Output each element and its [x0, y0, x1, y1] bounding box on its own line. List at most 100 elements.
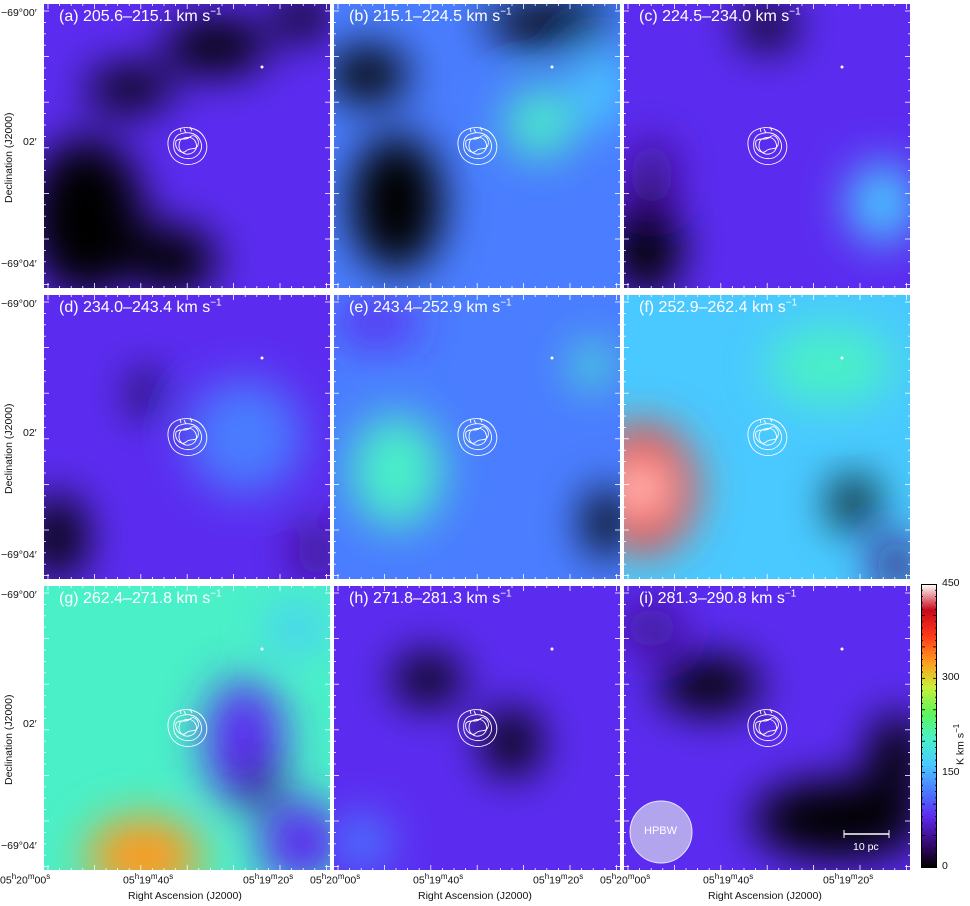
contour-line — [758, 718, 777, 737]
snr-contours — [167, 417, 208, 456]
x-tick-label-left: 05h20m00s — [0, 872, 51, 887]
emission-region — [163, 17, 268, 75]
panel-title-d: (d) 234.0–243.4 km s−1 — [59, 298, 222, 317]
contour-line — [463, 714, 493, 742]
panel-title-text: (g) 262.4–271.8 km s — [59, 590, 211, 607]
x-tick-label-right: 05h19m20s — [243, 872, 294, 887]
y-tick-label-top: −69°00′ — [1, 7, 37, 19]
panel-title-text: (f) 252.9–262.4 km s — [639, 299, 786, 316]
contour-line — [457, 127, 498, 165]
snr-contours — [167, 126, 208, 165]
panel-title-text: (i) 281.3–290.8 km s — [639, 590, 785, 607]
contour-line — [457, 709, 498, 747]
contour-line — [469, 708, 483, 716]
snr-contours — [747, 126, 788, 165]
contour-line — [457, 418, 498, 456]
emission-region — [752, 779, 911, 860]
x-tick-label-right: 05h19m20s — [533, 872, 584, 887]
snr-contours — [747, 708, 788, 747]
reference-marker — [840, 356, 844, 360]
panel-title-unit-exponent: −1 — [210, 6, 222, 18]
reference-marker — [840, 65, 844, 69]
hpbw-label: HPBW — [644, 825, 677, 837]
emission-region — [350, 134, 443, 272]
x-tick-label-right: 05h19m20s — [823, 872, 874, 887]
emission-region — [767, 325, 894, 406]
contour-line — [468, 136, 487, 155]
panel-title-c: (c) 224.5–234.0 km s−1 — [639, 7, 801, 26]
y-axis-title: Declination (J2000) — [3, 694, 15, 785]
panel-title-f: (f) 252.9–262.4 km s−1 — [639, 298, 797, 317]
hpbw-beam — [629, 800, 693, 864]
contour-line — [755, 135, 779, 153]
emission-region — [623, 605, 681, 651]
contour-line — [465, 135, 489, 153]
panel-title-text: (d) 234.0–243.4 km s — [59, 299, 211, 316]
emission-region — [273, 3, 331, 41]
contour-line — [178, 136, 197, 155]
contour-line — [747, 418, 788, 456]
emission-region — [830, 477, 877, 529]
reference-marker — [260, 647, 264, 651]
emission-region — [847, 163, 911, 244]
contour-line — [179, 126, 193, 134]
x-axis-title: Right Ascension (J2000) — [128, 890, 242, 902]
channel-map-h — [333, 585, 621, 871]
channel-map-e — [333, 294, 621, 580]
panel-title-a: (a) 205.6–215.1 km s−1 — [59, 6, 222, 26]
contour-line — [175, 135, 199, 153]
contour-line — [465, 426, 489, 444]
contour-line — [758, 136, 777, 155]
reference-marker — [260, 65, 264, 69]
contour-line — [753, 714, 783, 742]
emission-region — [482, 707, 541, 777]
channel-map-i — [623, 585, 911, 871]
panel-title-unit-exponent: −1 — [500, 297, 512, 309]
contour-line — [755, 717, 779, 735]
contour-line — [178, 427, 197, 446]
colorbar-tick-label: 300 — [942, 671, 960, 684]
contour-line — [175, 426, 199, 444]
snr-contours — [167, 708, 208, 747]
emission-region — [132, 371, 162, 417]
contour-line — [178, 718, 197, 737]
contour-line — [759, 708, 773, 716]
emission-region — [293, 522, 331, 580]
reference-marker — [550, 647, 554, 651]
panel-title-i: (i) 281.3–290.8 km s−1 — [639, 588, 797, 608]
snr-contours — [457, 417, 498, 456]
panel-title-unit-exponent: −1 — [210, 588, 222, 600]
emission-region — [572, 342, 613, 389]
contour-line — [173, 132, 203, 160]
reference-marker — [260, 356, 264, 360]
y-tick-label-top: −69°00′ — [1, 589, 37, 601]
contour-line — [463, 423, 493, 451]
contour-line — [747, 127, 788, 165]
emission-region — [241, 762, 277, 809]
reference-marker — [840, 647, 844, 651]
panel-title-g: (g) 262.4–271.8 km s−1 — [59, 588, 222, 608]
colorbar-tick-label: 150 — [942, 765, 960, 778]
emission-region — [86, 65, 173, 112]
emission-region — [86, 816, 202, 871]
colorbar — [921, 584, 937, 868]
y-tick-label-mid: 02′ — [23, 718, 37, 730]
y-tick-label-mid: 02′ — [23, 136, 37, 148]
panel-title-unit-exponent: −1 — [784, 588, 797, 600]
x-axis-title: Right Ascension (J2000) — [418, 890, 532, 902]
emission-region — [187, 379, 303, 495]
y-axis-title: Declination (J2000) — [3, 112, 15, 203]
contour-line — [179, 708, 193, 716]
emission-region — [574, 48, 621, 129]
emission-region — [333, 299, 420, 346]
emission-region — [259, 799, 331, 871]
contour-line — [469, 417, 483, 425]
contour-line — [175, 717, 199, 735]
channel-map-f — [623, 294, 911, 580]
emission-region — [333, 45, 408, 104]
emission-region — [657, 656, 762, 714]
reference-marker — [550, 65, 554, 69]
emission-region — [873, 537, 911, 580]
emission-region — [583, 488, 621, 558]
y-tick-label-mid: 02′ — [23, 427, 37, 439]
